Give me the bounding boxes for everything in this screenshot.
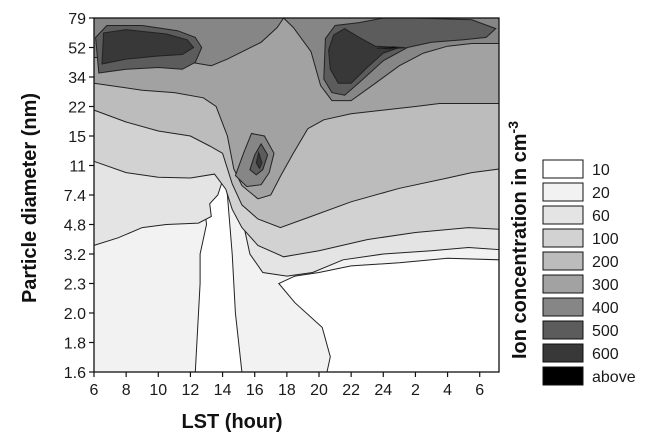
contour-band-600-10 (101, 29, 195, 65)
x-axis-title: LST (hour) (181, 411, 282, 433)
legend-swatch-10 (542, 159, 584, 179)
x-axis: 6 8 10 12 14 16 18 20 22 24 2 4 6 (90, 372, 484, 399)
y-tick-label: 34 (68, 70, 86, 87)
x-tick-label: 16 (246, 382, 264, 399)
legend-label-100: 100 (592, 231, 619, 248)
contour-band-600-12 (255, 150, 263, 170)
x-tick-label: 18 (278, 382, 296, 399)
legend-label-20: 20 (592, 185, 610, 202)
colorbar-legend: 10 20 60 100 200 300 400 500 600 above (542, 159, 636, 386)
y-tick-label: 1.8 (64, 336, 86, 353)
legend-label-500: 500 (592, 323, 619, 340)
legend-swatch-300 (542, 274, 584, 294)
y-tick-label: 22 (68, 100, 86, 117)
y-tick-label: 4.8 (64, 218, 86, 235)
contour-bands (93, 17, 500, 373)
x-tick-label: 20 (310, 382, 328, 399)
x-tick-label: 8 (122, 382, 131, 399)
legend-swatch-200 (542, 251, 584, 271)
colorbar-title-superscript: -3 (505, 121, 521, 134)
legend-swatch-100 (542, 228, 584, 248)
x-tick-label: 10 (149, 382, 167, 399)
contour-band-500-8 (323, 17, 497, 96)
legend-label-200: 200 (592, 254, 619, 271)
legend-swatch-400 (542, 297, 584, 317)
legend-swatch-above (542, 366, 584, 386)
x-tick-label: 12 (182, 382, 200, 399)
legend-label-above: above (592, 369, 636, 386)
y-tick-label: 11 (69, 159, 86, 176)
x-tick-label: 2 (411, 382, 420, 399)
colorbar-title-text: Ion concentration in cm (509, 133, 531, 359)
y-tick-label: 52 (68, 41, 86, 58)
y-tick-label: 7.4 (64, 188, 86, 205)
y-axis-title: Particle diameter (nm) (19, 93, 41, 303)
y-tick-label: 3.2 (64, 247, 86, 264)
legend-swatch-20 (542, 182, 584, 202)
x-tick-label: 14 (214, 382, 232, 399)
contour-band-above-13 (376, 46, 406, 50)
legend-label-60: 60 (592, 208, 610, 225)
y-axis: 1.6 1.8 2.0 2.3 3.2 4.8 7.4 11 15 22 34 52 79 (64, 11, 94, 382)
y-tick-label: 2.3 (64, 277, 86, 294)
y-tick-label: 1.6 (64, 365, 86, 382)
legend-swatch-60 (542, 205, 584, 225)
colorbar-title: Ion concentration in cm-3 (505, 121, 531, 359)
y-tick-label: 15 (68, 129, 86, 146)
legend-swatch-500 (542, 320, 584, 340)
legend-swatch-600 (542, 343, 584, 363)
x-tick-label: 24 (374, 382, 392, 399)
x-tick-label: 6 (475, 382, 484, 399)
x-tick-label: 6 (90, 382, 99, 399)
x-tick-label: 22 (342, 382, 360, 399)
legend-label-600: 600 (592, 346, 619, 363)
x-tick-label: 4 (443, 382, 452, 399)
y-tick-label: 79 (68, 11, 86, 28)
legend-label-300: 300 (592, 277, 619, 294)
legend-label-10: 10 (592, 162, 610, 179)
y-tick-label: 2.0 (64, 306, 86, 323)
legend-label-400: 400 (592, 300, 619, 317)
